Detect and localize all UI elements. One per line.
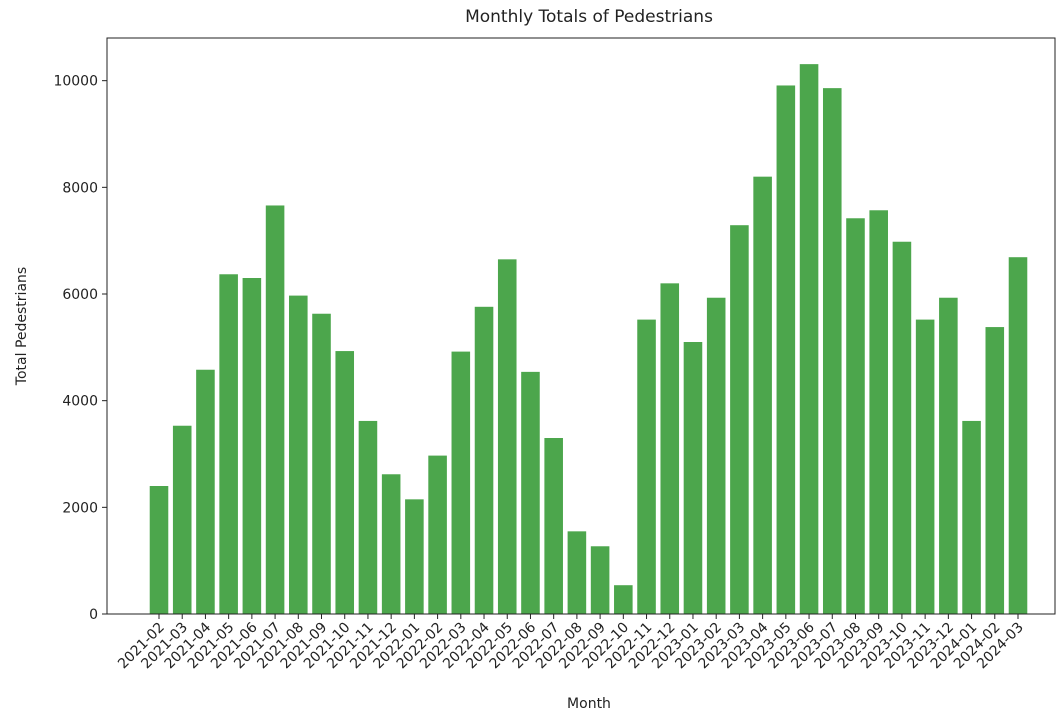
y-tick-label: 0 xyxy=(89,607,98,623)
bar xyxy=(219,274,238,614)
bar xyxy=(799,64,819,615)
y-axis-label: Total Pedestrians xyxy=(14,267,30,386)
bar xyxy=(1008,257,1028,614)
bar xyxy=(312,313,331,614)
bar xyxy=(753,176,772,614)
bar xyxy=(869,210,888,614)
bar xyxy=(962,420,981,614)
bar xyxy=(265,205,285,614)
bar xyxy=(985,327,1005,614)
y-tick-label: 6000 xyxy=(62,287,98,303)
y-tick-label: 2000 xyxy=(62,500,98,516)
y-tick-label: 10000 xyxy=(53,74,98,90)
bar xyxy=(892,241,912,614)
bar xyxy=(335,351,355,614)
bar xyxy=(289,295,308,614)
bar xyxy=(544,438,563,614)
bar xyxy=(405,499,424,614)
bar xyxy=(660,283,680,614)
bar xyxy=(242,278,262,614)
y-tick-label: 8000 xyxy=(62,180,98,196)
bar xyxy=(474,306,494,614)
bar xyxy=(567,531,587,614)
bar xyxy=(614,585,633,614)
bar xyxy=(822,88,842,615)
bar xyxy=(706,297,726,614)
bar xyxy=(358,420,378,614)
chart-title: Monthly Totals of Pedestrians xyxy=(465,7,713,27)
bar xyxy=(521,371,540,614)
bar xyxy=(149,486,169,614)
bar xyxy=(683,342,703,614)
bar xyxy=(590,546,610,614)
bar xyxy=(497,259,517,614)
bar xyxy=(196,369,215,614)
bar xyxy=(776,85,796,614)
bar xyxy=(730,225,749,614)
bar xyxy=(846,218,865,614)
x-axis-label: Month xyxy=(567,696,611,712)
y-tick-label: 4000 xyxy=(62,394,98,410)
bar xyxy=(939,297,958,614)
bar xyxy=(451,351,471,614)
bar xyxy=(172,425,192,614)
bar xyxy=(915,319,935,614)
bar xyxy=(381,474,401,614)
bar xyxy=(637,319,656,614)
bar xyxy=(428,455,447,614)
plot-frame xyxy=(106,37,1056,615)
